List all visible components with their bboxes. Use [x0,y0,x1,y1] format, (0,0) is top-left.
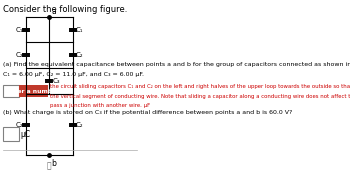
FancyBboxPatch shape [3,127,19,141]
FancyBboxPatch shape [19,85,48,97]
Text: the vertical segment of conducting wire. Note that sliding a capacitor along a c: the vertical segment of conducting wire.… [50,93,350,98]
Text: C₂: C₂ [76,52,83,58]
Text: (b) What charge is stored on C₃ if the potential difference between points a and: (b) What charge is stored on C₃ if the p… [3,110,292,115]
Text: ⓘ: ⓘ [47,161,52,170]
Text: μC: μC [21,130,31,139]
Text: Enter a number.: Enter a number. [6,89,61,94]
Text: C₁: C₁ [76,27,83,33]
Text: C₁: C₁ [15,27,23,33]
Text: C₂: C₂ [15,122,23,128]
Text: C₃: C₃ [52,78,60,84]
Text: C₁ = 6.00 μF, C₂ = 11.0 μF, and C₃ = 6.00 μF.: C₁ = 6.00 μF, C₂ = 11.0 μF, and C₃ = 6.0… [3,72,144,77]
Text: pass a junction with another wire. μF: pass a junction with another wire. μF [50,103,150,108]
Text: (a) Find the equivalent capacitance between points a and b for the group of capa: (a) Find the equivalent capacitance betw… [3,62,350,67]
FancyBboxPatch shape [3,85,19,97]
Text: Consider the following figure.: Consider the following figure. [3,5,127,14]
Text: C₂: C₂ [15,52,23,58]
Text: the circuit sliding capacitors C₁ and C₂ on the left and right halves of the upp: the circuit sliding capacitors C₁ and C₂… [50,84,350,89]
Text: b: b [51,159,56,168]
Text: C₂: C₂ [76,122,83,128]
Text: a: a [51,7,56,16]
